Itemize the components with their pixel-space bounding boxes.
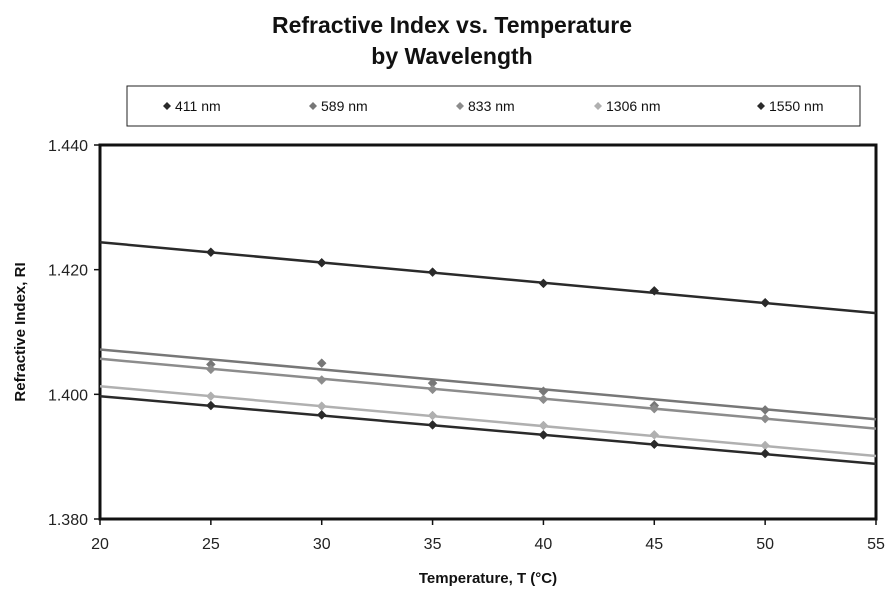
- y-axis-label: Refractive Index, RI: [12, 262, 29, 401]
- legend-marker: [757, 102, 765, 110]
- marker-833-nm: [760, 413, 770, 424]
- x-tick-label: 25: [202, 536, 220, 553]
- marker-411-nm: [206, 247, 216, 258]
- x-tick-label: 20: [91, 536, 109, 553]
- marker-1550-nm: [538, 429, 549, 440]
- legend-label: 589 nm: [321, 98, 368, 114]
- chart-title-line-1: Refractive Index vs. Temperature: [272, 12, 632, 38]
- x-tick-label: 45: [645, 536, 663, 553]
- marker-411-nm: [649, 286, 660, 296]
- legend-marker: [456, 102, 464, 110]
- x-tick-label: 30: [313, 536, 331, 553]
- x-tick-label: 55: [867, 536, 885, 553]
- x-axis: 20 25 30 35 40 45 50 55: [91, 519, 885, 553]
- marker-833-nm: [427, 384, 438, 395]
- legend-label: 1550 nm: [769, 98, 823, 114]
- marker-411-nm: [316, 257, 327, 268]
- trendline-1306-nm: [99, 384, 877, 458]
- legend-label: 411 nm: [175, 98, 221, 114]
- y-axis: 1.380 1.400 1.420 1.440: [48, 138, 100, 529]
- x-axis-label: Temperature, T (°C): [419, 570, 557, 587]
- marker-1550-nm: [649, 439, 660, 450]
- marker-833-nm: [649, 403, 660, 414]
- trendlines: [99, 240, 877, 466]
- legend-marker: [163, 102, 171, 110]
- x-tick-label: 35: [424, 536, 442, 553]
- data-markers: [206, 247, 770, 459]
- x-tick-label: 40: [535, 536, 553, 553]
- marker-1550-nm: [427, 420, 438, 430]
- x-tick-label: 50: [756, 536, 774, 553]
- plot-area: [98, 143, 878, 521]
- y-tick-label: 1.400: [48, 387, 88, 404]
- y-tick-label: 1.420: [48, 263, 88, 280]
- trendline-833-nm: [99, 357, 877, 430]
- marker-411-nm: [760, 297, 770, 308]
- y-tick-label: 1.380: [48, 512, 88, 529]
- marker-411-nm: [427, 267, 438, 278]
- marker-1550-nm: [760, 448, 770, 459]
- marker-411-nm: [538, 278, 549, 289]
- y-tick-label: 1.440: [48, 138, 88, 155]
- trendline-589-nm: [99, 348, 877, 421]
- trendline-1550-nm: [99, 394, 877, 466]
- legend-label: 1306 nm: [606, 98, 660, 114]
- legend: 411 nm 589 nm 833 nm 1306 nm 1550 nm: [163, 98, 823, 114]
- marker-589-nm: [316, 358, 327, 369]
- marker-1550-nm: [206, 400, 216, 411]
- marker-833-nm: [206, 364, 216, 375]
- trendline-411-nm: [99, 240, 877, 315]
- marker-833-nm: [538, 394, 549, 405]
- legend-marker: [594, 102, 602, 110]
- chart-title-line-2: by Wavelength: [371, 43, 532, 69]
- legend-box: [126, 85, 861, 127]
- marker-833-nm: [316, 375, 327, 385]
- legend-marker: [309, 102, 317, 110]
- legend-label: 833 nm: [468, 98, 515, 114]
- marker-1550-nm: [316, 410, 327, 420]
